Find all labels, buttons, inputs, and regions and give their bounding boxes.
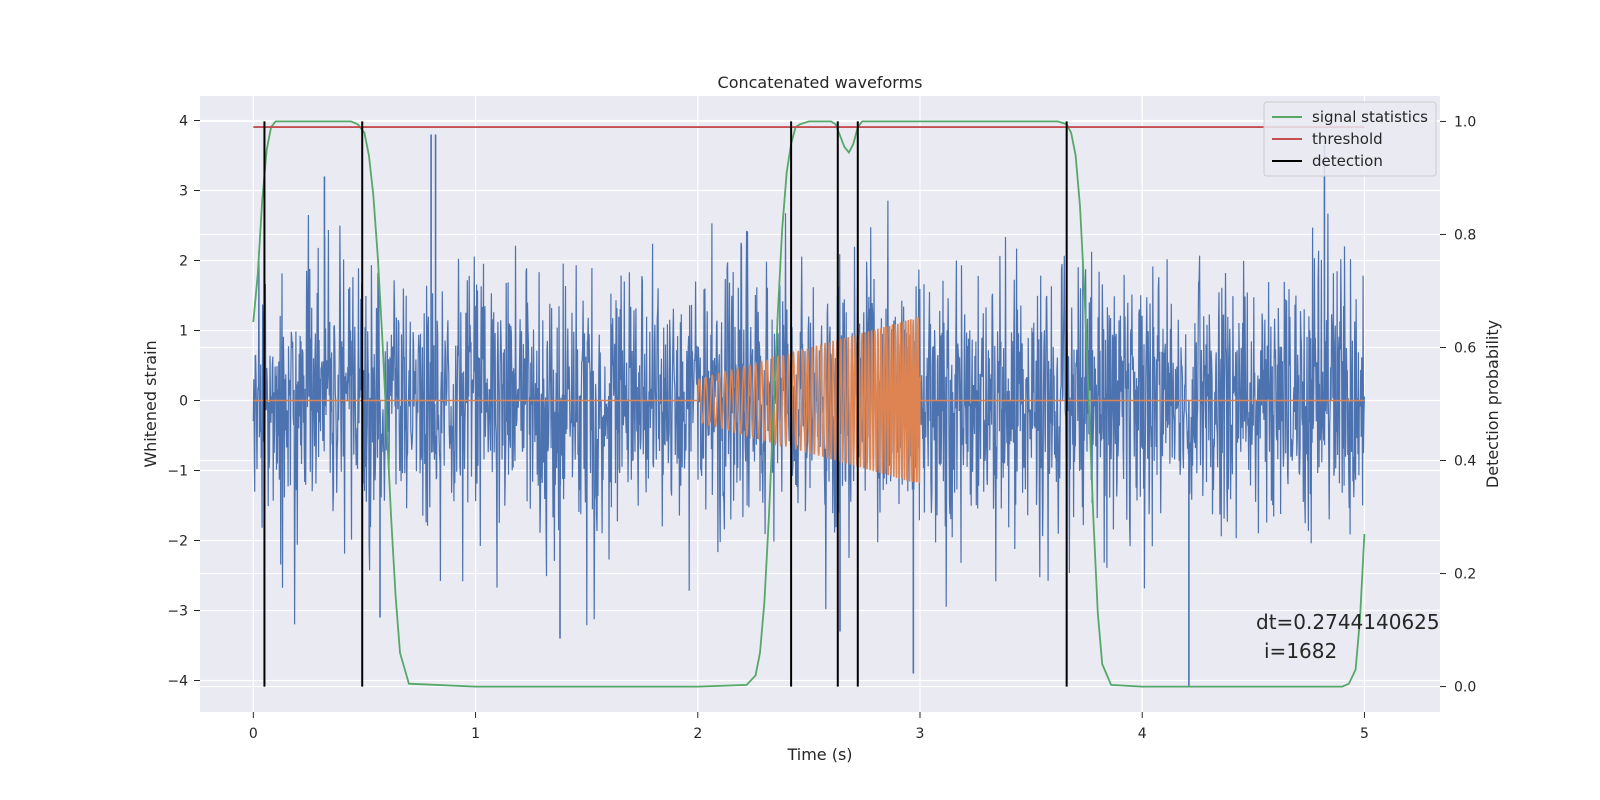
y-axis-label: Whitened strain [141, 340, 160, 467]
y2-tick-label: 1.0 [1454, 114, 1476, 130]
annotation-dt: dt=0.2744140625 [1256, 610, 1440, 634]
legend-box [1263, 101, 1437, 177]
y-tick-label: −1 [167, 464, 188, 480]
y-tick-label: −2 [167, 534, 188, 550]
x-tick-label: 0 [249, 726, 258, 742]
signal-statistics-line [252, 120, 1366, 688]
y2-tick-label: 0.0 [1454, 680, 1476, 696]
series-strain-noise [252, 134, 1365, 688]
y-tick-label: 4 [179, 114, 188, 130]
x-tick-label: 5 [1360, 726, 1369, 742]
y2-tick-label: 0.2 [1454, 567, 1476, 583]
annotation-i: i=1682 [1264, 639, 1337, 663]
strain-noise-line [252, 200, 1365, 626]
injected-chirp-line [253, 317, 1365, 484]
axis-ticks: 0 1 2 3 4 5 −4 −3 −2 −1 0 1 2 3 4 0.0 0.2 0.4 0.6 0.8 1.0 [167, 114, 1476, 743]
y2-axis-label: Detection probability [1483, 320, 1502, 488]
series-detection [263, 121, 1068, 687]
x-axis-label: Time (s) [786, 745, 852, 764]
x-tick-label: 3 [916, 726, 925, 742]
series-signal-statistics [252, 120, 1366, 688]
legend-label-detection: detection [1312, 152, 1383, 170]
y-tick-label: −4 [167, 674, 188, 690]
legend-label-threshold: threshold [1312, 130, 1383, 148]
x-tick-label: 1 [471, 726, 480, 742]
y2-tick-label: 0.4 [1454, 454, 1476, 470]
legend-label-signal-statistics: signal statistics [1312, 108, 1428, 126]
y-tick-label: −3 [167, 604, 188, 620]
y-tick-label: 1 [179, 324, 188, 340]
chart-title: Concatenated waveforms [718, 73, 923, 92]
y2-tick-label: 0.8 [1454, 227, 1476, 243]
y-tick-label: 2 [179, 254, 188, 270]
series-injected-chirp [253, 317, 1365, 484]
y-tick-label: 0 [179, 394, 188, 410]
y-tick-label: 3 [179, 184, 188, 200]
x-tick-label: 2 [693, 726, 702, 742]
x-tick-label: 4 [1138, 726, 1147, 742]
y2-tick-label: 0.6 [1454, 340, 1476, 356]
legend: signal statistics threshold detection [1263, 101, 1437, 177]
